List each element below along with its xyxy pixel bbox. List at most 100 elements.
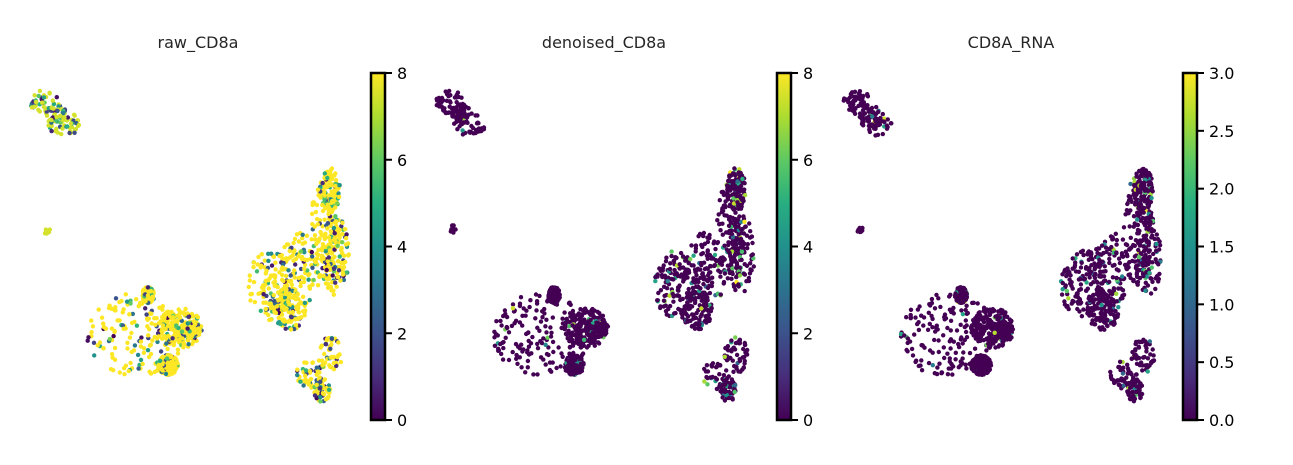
cell-point bbox=[1136, 175, 1142, 180]
cell-point bbox=[1099, 298, 1104, 303]
cell-point bbox=[41, 95, 47, 100]
cell-point bbox=[37, 88, 43, 94]
cell-point bbox=[58, 113, 63, 118]
cell-point bbox=[249, 291, 255, 297]
cell-point bbox=[1127, 224, 1132, 229]
cell-point bbox=[32, 104, 37, 110]
cell-point bbox=[89, 330, 94, 335]
cell-point bbox=[1134, 267, 1140, 272]
cell-point bbox=[601, 317, 606, 323]
cell-point bbox=[709, 362, 714, 368]
cell-point bbox=[505, 325, 510, 331]
cell-point bbox=[331, 354, 337, 360]
cell-point bbox=[498, 318, 503, 324]
cell-point bbox=[662, 293, 667, 298]
cell-point bbox=[157, 305, 162, 310]
cell-point bbox=[273, 267, 278, 272]
cell-point bbox=[1150, 189, 1155, 194]
cell-point bbox=[563, 320, 568, 325]
cell-point bbox=[948, 318, 954, 323]
cell-point bbox=[1077, 297, 1083, 303]
cell-point bbox=[288, 295, 293, 300]
cell-point bbox=[1114, 251, 1119, 256]
cell-point bbox=[916, 327, 922, 333]
cell-point bbox=[1148, 172, 1153, 178]
cell-point bbox=[1088, 254, 1094, 260]
cell-point bbox=[286, 299, 291, 304]
cell-point bbox=[54, 95, 59, 100]
cell-point bbox=[722, 257, 727, 262]
cell-point bbox=[513, 341, 519, 347]
cell-point bbox=[303, 368, 309, 373]
cell-point bbox=[32, 93, 37, 98]
cell-point bbox=[713, 246, 718, 252]
cell-point bbox=[705, 256, 710, 261]
cell-point bbox=[748, 267, 753, 272]
cell-point bbox=[320, 180, 325, 186]
cell-point bbox=[92, 353, 97, 358]
cell-point bbox=[712, 239, 717, 244]
cell-point bbox=[283, 326, 288, 331]
cell-point bbox=[547, 367, 553, 373]
cell-point bbox=[732, 206, 737, 212]
cell-point bbox=[717, 372, 722, 377]
cell-point bbox=[1083, 288, 1089, 293]
cell-point bbox=[113, 308, 118, 313]
cell-point bbox=[735, 179, 740, 184]
cell-point bbox=[573, 365, 578, 370]
cell-point bbox=[326, 276, 332, 281]
cell-point bbox=[570, 323, 575, 328]
cell-point bbox=[148, 342, 153, 347]
cell-point bbox=[139, 335, 144, 340]
cell-point bbox=[1070, 256, 1075, 261]
cell-point bbox=[55, 108, 60, 114]
cell-point bbox=[339, 224, 344, 229]
cell-point bbox=[103, 326, 109, 331]
cell-point bbox=[287, 291, 292, 297]
cell-point bbox=[321, 273, 326, 278]
cell-point bbox=[277, 270, 282, 275]
cell-point bbox=[510, 349, 515, 355]
cell-point bbox=[587, 322, 592, 328]
cell-point bbox=[254, 269, 260, 274]
cell-point bbox=[1114, 237, 1119, 243]
cell-point bbox=[342, 253, 347, 258]
cell-point bbox=[455, 127, 460, 132]
cell-point bbox=[263, 300, 268, 305]
cell-point bbox=[732, 166, 737, 171]
cell-point bbox=[517, 320, 523, 325]
cell-point bbox=[728, 262, 734, 267]
cell-point bbox=[150, 338, 155, 343]
cell-point bbox=[65, 115, 71, 120]
cell-point bbox=[678, 297, 683, 303]
cell-point bbox=[300, 236, 305, 241]
cell-point bbox=[251, 264, 256, 270]
cell-point bbox=[294, 232, 300, 237]
cell-point bbox=[578, 345, 584, 350]
cell-point bbox=[270, 273, 276, 279]
cell-point bbox=[331, 292, 336, 297]
cell-point bbox=[338, 278, 343, 283]
cell-point bbox=[146, 316, 151, 321]
cell-point bbox=[1094, 279, 1099, 284]
cell-point bbox=[588, 340, 594, 345]
cell-point bbox=[337, 235, 342, 240]
cell-point bbox=[160, 336, 165, 341]
cell-point bbox=[329, 251, 335, 256]
cell-point bbox=[672, 311, 677, 316]
cell-point bbox=[276, 290, 281, 295]
cell-point bbox=[1110, 275, 1116, 280]
cell-point bbox=[265, 278, 271, 283]
cell-point bbox=[741, 214, 746, 219]
panel-title: denoised_CD8a bbox=[542, 33, 666, 53]
cell-point bbox=[492, 343, 498, 348]
cell-point bbox=[320, 242, 326, 247]
panel-title: raw_CD8a bbox=[158, 33, 239, 53]
cell-point bbox=[572, 332, 577, 338]
cell-point bbox=[880, 111, 885, 117]
cell-point bbox=[134, 297, 139, 302]
cell-point bbox=[123, 292, 128, 297]
cell-point bbox=[1114, 242, 1119, 247]
cell-point bbox=[36, 93, 41, 99]
cell-point bbox=[295, 316, 300, 322]
